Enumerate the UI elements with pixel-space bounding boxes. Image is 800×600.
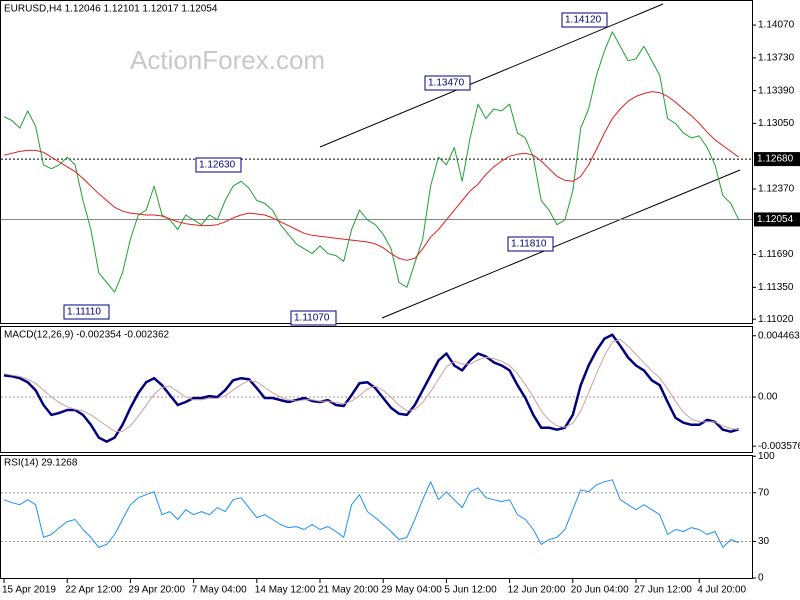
annotation-box [195, 157, 242, 173]
x-tick-label: 12 Jun 20:00 [508, 585, 566, 596]
series-line [3, 338, 739, 432]
series-line [3, 479, 739, 548]
y-tick-label: 1.11020 [758, 314, 794, 325]
price-label: 1.12054 [757, 214, 794, 225]
price-label: 1.12680 [757, 154, 794, 165]
x-tick-label: 4 Jul 20:00 [697, 585, 746, 596]
watermark: ActionForex.com [130, 45, 325, 75]
x-tick-label: 7 May 04:00 [192, 585, 247, 596]
macd-panel [0, 326, 753, 453]
annotation-box [424, 75, 471, 91]
x-tick-label: 15 Apr 2019 [2, 585, 56, 596]
y-tick-label: 1.12370 [758, 184, 795, 195]
y-tick-label: 70 [758, 487, 770, 498]
y-tick-label: 0 [758, 573, 764, 584]
x-tick-label: 5 Jun 12:00 [444, 585, 497, 596]
annotation: 1.12630 [199, 160, 236, 171]
annotation: 1.11110 [67, 307, 101, 318]
rsi-panel [0, 455, 753, 579]
x-tick-label: 20 Jun 04:00 [571, 585, 629, 596]
price-label-box [754, 152, 800, 167]
y-tick-label: 1.13390 [758, 85, 795, 96]
y-tick-label: 1.11690 [758, 249, 794, 260]
channel-upper [319, 3, 664, 148]
y-tick-label: 1.13050 [758, 118, 795, 129]
channel-lower [381, 169, 741, 319]
annotation: 1.13470 [428, 78, 465, 89]
x-tick-label: 29 May 04:00 [381, 585, 442, 596]
series-line [3, 333, 740, 443]
annotation-box [290, 310, 337, 326]
y-tick-label: 0.00 [758, 392, 778, 403]
series-line [3, 91, 739, 261]
y-tick-label: 1.11350 [758, 282, 794, 293]
x-tick-label: 14 May 12:00 [255, 585, 316, 596]
annotation: 1.11810 [511, 239, 547, 250]
x-tick-label: 27 Jun 12:00 [634, 585, 692, 596]
x-tick-label: 29 Apr 20:00 [128, 585, 185, 596]
y-tick-label: 30 [758, 536, 770, 547]
main-panel [0, 0, 753, 324]
annotation-box [63, 304, 110, 320]
annotation-box [507, 236, 554, 252]
annotation: 1.11070 [294, 313, 330, 324]
annotation: 1.14120 [565, 15, 602, 26]
x-tick-label: 22 Apr 12:00 [65, 585, 122, 596]
y-tick-label: 1.14070 [758, 20, 795, 31]
series-line [3, 31, 740, 293]
x-tick-label: 21 May 20:00 [318, 585, 379, 596]
panel-title: EURUSD,H4 1.12046 1.12101 1.12017 1.1205… [4, 4, 218, 15]
y-tick-label: 100 [758, 451, 775, 462]
price-label-box [754, 212, 800, 227]
annotation-box [561, 12, 608, 28]
y-tick-label: 1.13730 [758, 52, 795, 63]
panel-title: MACD(12,26,9) -0.002354 -0.002362 [4, 330, 170, 341]
y-tick-label: -0.003576 [758, 441, 800, 452]
panel-title: RSI(14) 29.1268 [4, 458, 78, 469]
y-tick-label: 0.004463 [758, 330, 800, 341]
